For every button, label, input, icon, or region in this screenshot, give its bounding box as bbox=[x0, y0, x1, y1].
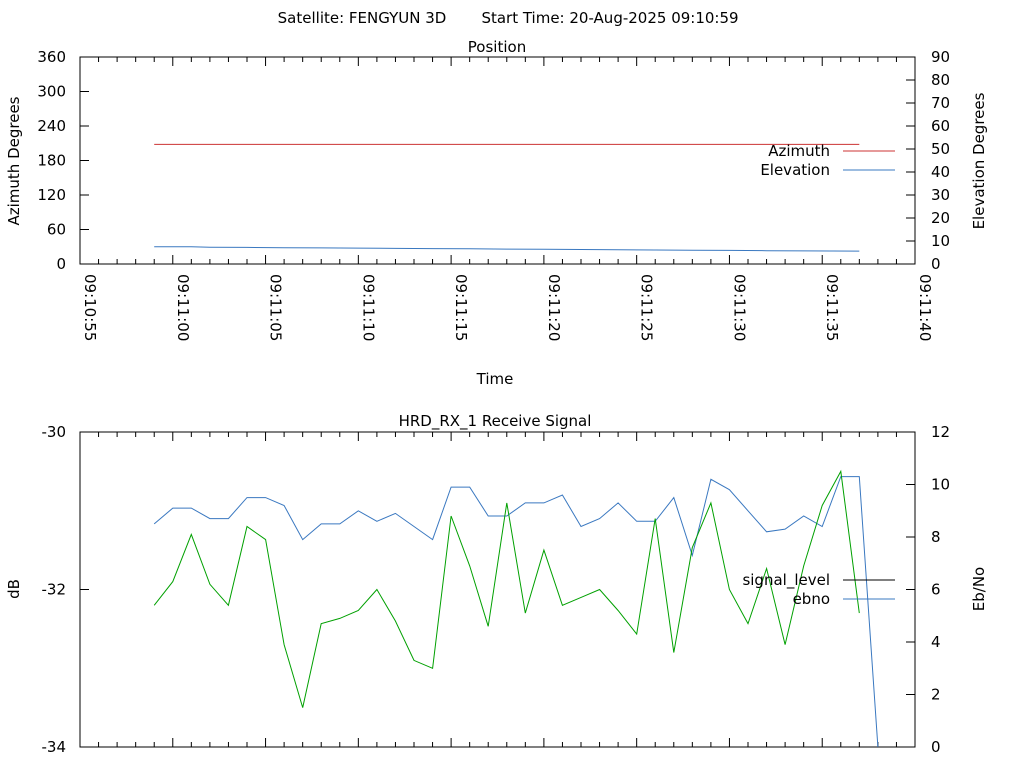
y-tick-label: 60 bbox=[47, 221, 66, 239]
satellite-label: Satellite: FENGYUN 3D bbox=[278, 9, 447, 27]
y2-tick-label: 4 bbox=[931, 633, 941, 651]
signal-plot-frame bbox=[80, 432, 915, 747]
y-tick-label: 300 bbox=[37, 83, 66, 101]
x-tick-label: 09:11:10 bbox=[359, 274, 377, 341]
start-time-label: Start Time: 20-Aug-2025 09:10:59 bbox=[481, 9, 738, 27]
legend-azimuth-label: Azimuth bbox=[768, 142, 830, 160]
y2-tick-label: 50 bbox=[931, 140, 950, 158]
y2-tick-label: 60 bbox=[931, 117, 950, 135]
legend-elevation-label: Elevation bbox=[760, 161, 830, 179]
series-ebno-line bbox=[154, 477, 878, 747]
y2-tick-label: 2 bbox=[931, 686, 941, 704]
y-tick-label: 240 bbox=[37, 117, 66, 135]
y2-tick-label: 30 bbox=[931, 186, 950, 204]
signal-chart-title: HRD_RX_1 Receive Signal bbox=[399, 412, 592, 431]
series-trace-2-line bbox=[154, 471, 859, 707]
y2-tick-label: 10 bbox=[931, 232, 950, 250]
x-tick-label: 09:11:15 bbox=[452, 274, 470, 341]
x-tick-label: 09:11:00 bbox=[174, 274, 192, 341]
y-tick-label: -34 bbox=[42, 738, 67, 756]
y-tick-label: 180 bbox=[37, 152, 66, 170]
y2-tick-label: 6 bbox=[931, 581, 941, 599]
signal-y-axis-label: dB bbox=[5, 579, 23, 599]
series-Elevation-line bbox=[154, 247, 859, 251]
legend-signal-level-label: signal_level bbox=[742, 571, 830, 590]
position-chart-title: Position bbox=[468, 38, 526, 56]
y2-tick-label: 80 bbox=[931, 71, 950, 89]
legend-ebno-label: ebno bbox=[793, 590, 830, 608]
x-tick-label: 09:11:05 bbox=[267, 274, 285, 341]
signal-y2-axis-label: Eb/No bbox=[970, 567, 988, 611]
y-tick-label: 0 bbox=[56, 255, 66, 273]
x-tick-label: 09:11:20 bbox=[545, 274, 563, 341]
y2-tick-label: 90 bbox=[931, 48, 950, 66]
x-tick-label: 09:11:35 bbox=[823, 274, 841, 341]
x-tick-label: 09:10:55 bbox=[81, 274, 99, 341]
y2-tick-label: 20 bbox=[931, 209, 950, 227]
y-tick-label: -30 bbox=[42, 423, 67, 441]
y2-tick-label: 0 bbox=[931, 738, 941, 756]
receive-signal-chart: HRD_RX_1 Receive Signal -34 -32 -30 0 2 4 6 8 10… bbox=[5, 412, 988, 756]
x-tick-label: 09:11:30 bbox=[730, 274, 748, 341]
x-tick-label: 09:11:40 bbox=[916, 274, 934, 341]
y-tick-label: 120 bbox=[37, 186, 66, 204]
y2-tick-label: 40 bbox=[931, 163, 950, 181]
y-tick-label: 360 bbox=[37, 48, 66, 66]
y-tick-label: -32 bbox=[42, 581, 67, 599]
y2-tick-label: 12 bbox=[931, 423, 950, 441]
position-y-axis-label: Azimuth Degrees bbox=[5, 96, 23, 225]
position-y2-axis-label: Elevation Degrees bbox=[970, 92, 988, 229]
position-chart: Position 09:10:55 09:11:00 09:11:05 09:11:1… bbox=[5, 38, 988, 388]
x-tick-label: 09:11:25 bbox=[638, 274, 656, 341]
y2-tick-label: 8 bbox=[931, 528, 941, 546]
y2-tick-label: 0 bbox=[931, 255, 941, 273]
y2-tick-label: 10 bbox=[931, 476, 950, 494]
y2-tick-label: 70 bbox=[931, 94, 950, 112]
position-x-axis-label: Time bbox=[476, 370, 514, 388]
